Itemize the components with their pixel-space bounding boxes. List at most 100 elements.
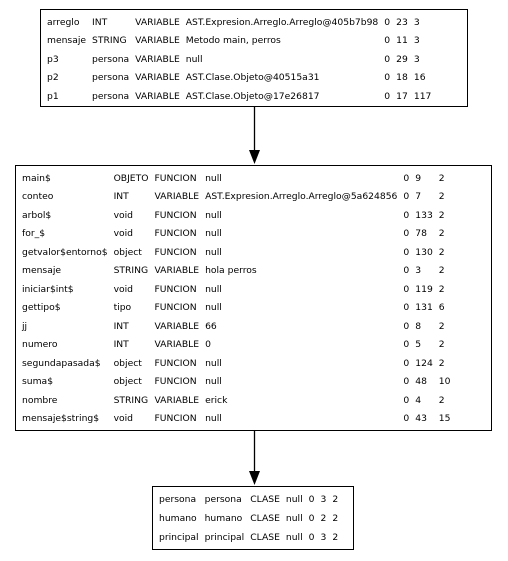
symbol-type-cell: object [113,246,142,258]
symbol-name-cell: segundapasada$ [22,357,101,369]
symbol-value-cell: AST.Expresion.Arreglo.Arreglo@405b7b98 [185,16,379,28]
symbol-name-cell: humano [159,512,197,524]
symbol-table-grid: main$ OBJETO FUNCION null 0 9 2 conteo INT VARIAB… [19,169,454,428]
symbol-scope-cell: 0 [384,35,391,47]
symbol-kind-cell: VARIABLE [154,320,200,332]
table-row: segundapasada$ object FUNCION null 0 124 2 [19,354,454,373]
symbol-value-cell: null [205,228,222,240]
symbol-column-cell: 3 [413,35,420,47]
table-row: mensaje STRING VARIABLE hola perros 0 3 2 [19,262,454,281]
table-row: humano humano CLASE null 0 2 2 [156,509,341,528]
symbol-scope-cell: 0 [403,246,410,258]
symbol-type-cell: INT [92,16,108,28]
symbol-type-cell: INT [113,339,129,351]
symbol-kind-cell: FUNCION [154,376,197,388]
symbol-name-cell: getvalor$entorno$ [22,246,108,258]
symbol-column-cell: 2 [332,531,339,543]
table-row: main$ OBJETO FUNCION null 0 9 2 [19,169,454,188]
table-row: mensaje$string$ void FUNCION null 0 43 15 [19,410,454,429]
symbol-name-cell: main$ [22,172,51,184]
table-row: persona persona CLASE null 0 3 2 [156,490,341,509]
table-row: conteo INT VARIABLE AST.Expresion.Arreglo.A… [19,188,454,207]
symbol-column-cell: 2 [438,283,445,295]
symbol-name-cell: mensaje$string$ [22,413,100,425]
symbol-scope-cell: 0 [403,228,410,240]
symbol-table-body: main$ OBJETO FUNCION null 0 9 2 conteo INT VARIAB… [19,169,454,428]
symbol-type-cell: void [113,283,134,295]
symbol-line-cell: 11 [396,35,408,47]
symbol-name-cell: mensaje [47,35,87,47]
symbol-kind-cell: VARIABLE [154,191,200,203]
symbol-scope-cell: 0 [308,531,315,543]
symbol-type-cell: void [113,413,134,425]
symbol-value-cell: null [205,357,222,369]
symbol-kind-cell: VARIABLE [135,35,180,47]
symbol-column-cell: 2 [438,172,445,184]
symbol-column-cell: 15 [438,413,451,425]
symbol-type-cell: void [113,228,134,240]
symbol-column-cell: 6 [438,302,445,314]
symbol-value-cell: null [205,376,222,388]
symbol-table-body: arreglo INT VARIABLE AST.Expresion.Arreglo.… [44,13,434,106]
symbol-kind-cell: CLASE [250,512,280,524]
symbol-scope-cell: 0 [403,394,410,406]
symbol-type-cell: object [113,357,142,369]
symbol-value-cell: null [285,493,303,505]
symbol-line-cell: 3 [415,265,422,277]
symbol-column-cell: 2 [438,246,445,258]
symbol-value-cell: AST.Clase.Objeto@17e26817 [185,90,320,102]
symbol-type-cell: INT [113,191,129,203]
symbol-kind-cell: VARIABLE [154,394,200,406]
symbol-kind-cell: VARIABLE [135,72,180,84]
symbol-kind-cell: CLASE [250,531,280,543]
symbol-value-cell: null [205,246,222,258]
symbol-name-cell: for_$ [22,228,46,240]
symbol-name-cell: p2 [47,72,59,84]
symbol-line-cell: 9 [415,172,422,184]
symbol-value-cell: null [285,512,303,524]
symbol-kind-cell: FUNCION [154,172,197,184]
symbol-type-cell: INT [113,320,129,332]
symbol-name-cell: gettipo$ [22,302,61,314]
symbol-column-cell: 3 [413,16,420,28]
symbol-value-cell: 66 [205,320,217,332]
symbol-kind-cell: FUNCION [154,228,197,240]
symbol-scope-cell: 0 [384,53,391,65]
symbol-value-cell: null [185,53,203,65]
symbol-scope-cell: 0 [308,493,315,505]
symbol-value-cell: null [285,531,303,543]
symbol-value-cell: AST.Clase.Objeto@40515a31 [185,72,320,84]
symbol-value-cell: Metodo main, perros [185,35,281,47]
symbol-line-cell: 17 [396,90,408,102]
symbol-scope-cell: 0 [403,376,410,388]
symbol-type-cell: STRING [92,35,127,47]
symbol-column-cell: 10 [438,376,451,388]
symbol-kind-cell: VARIABLE [135,53,180,65]
symbol-value-cell: null [205,209,222,221]
symbol-column-cell: 2 [438,394,445,406]
symbol-column-cell: 3 [413,53,420,65]
symbol-scope-cell: 0 [403,191,410,203]
symbol-name-cell: p3 [47,53,59,65]
table-row: p3 persona VARIABLE null 0 29 3 [44,50,434,69]
table-row: principal principal CLASE null 0 3 2 [156,528,341,547]
symbol-type-cell: object [113,376,142,388]
symbol-scope-cell: 0 [308,512,315,524]
symbol-scope-cell: 0 [403,320,410,332]
symbol-table-scope-3: persona persona CLASE null 0 3 2 humano humano CL… [152,486,354,550]
symbol-line-cell: 3 [320,531,327,543]
symbol-column-cell: 2 [332,512,339,524]
symbol-name-cell: nombre [22,394,58,406]
symbol-column-cell: 2 [438,320,445,332]
symbol-type-cell: principal [204,531,245,543]
symbol-column-cell: 2 [438,265,445,277]
symbol-name-cell: mensaje [22,265,62,277]
symbol-value-cell: 0 [205,339,211,351]
symbol-value-cell: null [205,172,222,184]
symbol-name-cell: iniciar$int$ [22,283,74,295]
symbol-line-cell: 29 [396,53,408,65]
symbol-type-cell: STRING [113,265,149,277]
symbol-column-cell: 2 [332,493,339,505]
symbol-scope-cell: 0 [403,265,410,277]
table-row: p1 persona VARIABLE AST.Clase.Objeto@17e268… [44,87,434,106]
